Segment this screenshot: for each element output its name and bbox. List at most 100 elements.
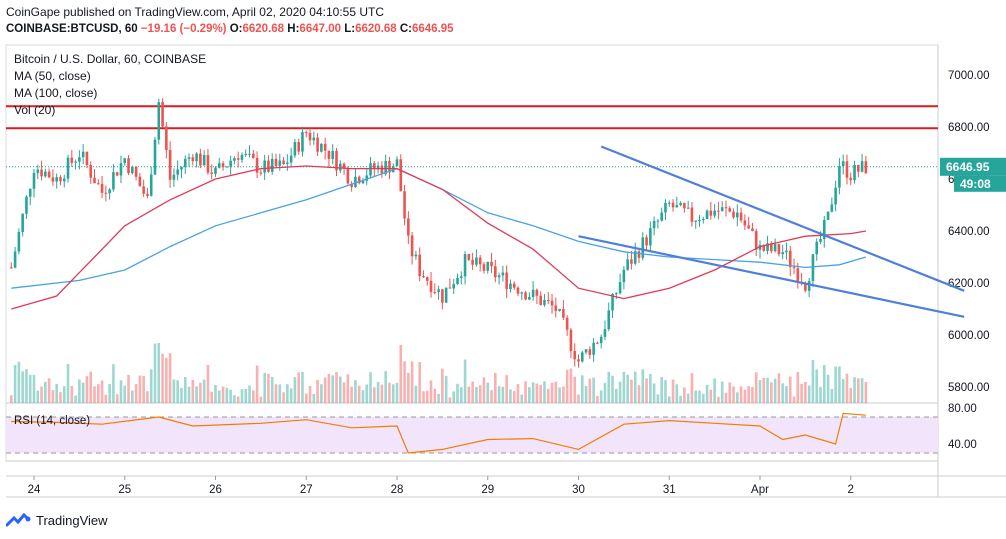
candle-body bbox=[664, 202, 667, 213]
volume-bar bbox=[437, 393, 440, 403]
volume-bar bbox=[338, 376, 342, 403]
candle-body bbox=[123, 158, 127, 164]
tradingview-footer[interactable]: TradingView bbox=[6, 512, 108, 528]
volume-bar bbox=[202, 379, 206, 403]
candle-body bbox=[93, 177, 96, 184]
volume-bar bbox=[138, 375, 142, 403]
volume-bar bbox=[819, 386, 822, 403]
legend-vol: Vol (20) bbox=[14, 103, 56, 117]
candle-body bbox=[32, 172, 36, 189]
volume-bar bbox=[736, 392, 739, 403]
candle-body bbox=[781, 252, 784, 255]
volume-bar bbox=[467, 386, 471, 403]
volume-bar bbox=[40, 386, 43, 403]
volume-bar bbox=[55, 383, 58, 403]
candle-body bbox=[857, 164, 860, 172]
candle-body bbox=[637, 251, 641, 258]
y-tick-label: 6000.00 bbox=[948, 330, 990, 342]
candle-body bbox=[448, 287, 452, 289]
volume-bar bbox=[21, 371, 24, 403]
candle-body bbox=[626, 259, 629, 270]
open-value: 6620.68 bbox=[242, 23, 285, 35]
volume-bar bbox=[354, 380, 357, 403]
volume-bar bbox=[365, 384, 369, 403]
volume-bar bbox=[694, 390, 698, 403]
candle-body bbox=[142, 186, 145, 194]
volume-bar bbox=[626, 374, 629, 403]
candle-body bbox=[728, 208, 732, 212]
volume-bar bbox=[410, 361, 414, 403]
candle-body bbox=[418, 254, 421, 277]
low-label: L: bbox=[344, 23, 356, 35]
volume-bar bbox=[482, 377, 486, 403]
candle-body bbox=[104, 192, 108, 194]
volume-bar bbox=[751, 386, 754, 403]
volume-bar bbox=[649, 374, 652, 403]
x-tick-label: Apr bbox=[751, 484, 769, 496]
candle-body bbox=[444, 287, 448, 303]
candle-body bbox=[134, 166, 138, 177]
open-label: O: bbox=[229, 23, 243, 35]
x-tick-label: 31 bbox=[663, 484, 676, 496]
volume-bar bbox=[580, 375, 584, 403]
chart-legend: Bitcoin / U.S. Dollar, 60, COINBASE MA (… bbox=[14, 51, 206, 119]
volume-bar bbox=[524, 381, 527, 403]
candle-body bbox=[240, 154, 244, 160]
legend-ma50: MA (50, close) bbox=[14, 69, 91, 83]
candle-body bbox=[773, 244, 777, 252]
candle-body bbox=[565, 317, 569, 330]
change-value: −19.16 (−0.29%) bbox=[140, 23, 227, 35]
volume-bar bbox=[838, 366, 841, 403]
candle-body bbox=[777, 244, 781, 255]
candle-body bbox=[732, 211, 735, 218]
candle-body bbox=[153, 139, 157, 175]
volume-bar bbox=[297, 372, 300, 403]
volume-bar bbox=[562, 386, 565, 403]
volume-bar bbox=[255, 365, 259, 403]
tradingview-logo-icon bbox=[6, 512, 31, 527]
candle-body bbox=[743, 220, 747, 226]
candle-body bbox=[588, 349, 592, 355]
candle-body bbox=[785, 250, 788, 253]
candle-body bbox=[796, 268, 800, 282]
candle-body bbox=[357, 176, 361, 184]
candle-body bbox=[191, 157, 195, 162]
volume-bar bbox=[441, 368, 444, 403]
candle-body bbox=[85, 151, 89, 166]
volume-bar bbox=[471, 381, 474, 403]
x-tick-label: 2 bbox=[848, 484, 854, 496]
volume-bar bbox=[346, 374, 350, 403]
volume-bar bbox=[531, 382, 535, 403]
volume-bar bbox=[259, 396, 263, 403]
candle-body bbox=[354, 176, 357, 188]
candle-body bbox=[270, 158, 274, 172]
volume-bar bbox=[637, 385, 641, 403]
candle-body bbox=[822, 219, 826, 239]
candle-body bbox=[826, 211, 830, 220]
volume-bar bbox=[236, 396, 240, 403]
volume-bar bbox=[244, 388, 248, 403]
candle-body bbox=[165, 126, 168, 151]
candle-body bbox=[338, 163, 342, 171]
rsi-tick-label: 80.00 bbox=[948, 403, 977, 415]
volume-bar bbox=[690, 373, 694, 403]
high-label: H: bbox=[287, 23, 300, 35]
volume-bar bbox=[195, 386, 198, 403]
candle-body bbox=[74, 161, 77, 163]
candle-body bbox=[539, 295, 542, 305]
wedge-trendline bbox=[578, 235, 965, 318]
volume-bar bbox=[660, 377, 663, 403]
candle-body bbox=[206, 155, 210, 173]
volume-bar bbox=[248, 385, 251, 403]
volume-bar bbox=[28, 374, 32, 403]
volume-bar bbox=[528, 387, 531, 403]
volume-bar bbox=[747, 386, 750, 403]
candle-body bbox=[853, 164, 856, 181]
volume-bar bbox=[826, 374, 830, 403]
volume-bar bbox=[17, 361, 21, 403]
volume-bar bbox=[70, 386, 74, 403]
volume-bar bbox=[206, 364, 210, 403]
price-badge-bg bbox=[940, 157, 1006, 176]
volume-bar bbox=[112, 364, 115, 403]
